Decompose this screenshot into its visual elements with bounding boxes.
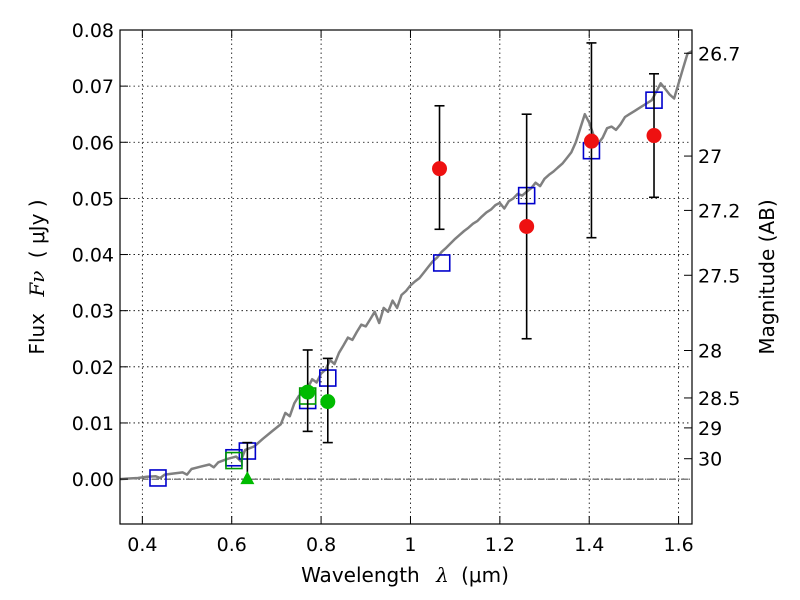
photometry-point <box>300 384 316 400</box>
y-tick-label: 0.00 <box>72 469 114 491</box>
x-axis-unit: (μm) <box>461 563 509 587</box>
photometry-point <box>432 161 448 177</box>
model-box <box>225 451 243 470</box>
y-tick-label: 0.02 <box>72 357 114 379</box>
x-axis-label: Wavelength <box>301 563 420 587</box>
plot-frame <box>119 29 693 525</box>
y-tick-label: 0.05 <box>72 188 114 210</box>
x-tick-label: 0.4 <box>127 534 157 556</box>
x-tick-label: 0.8 <box>306 534 336 556</box>
mag-tick-label: 28.5 <box>698 388 740 410</box>
y-axis-symbol: Fν <box>25 271 49 298</box>
mag-tick-label: 27 <box>698 146 722 168</box>
grid <box>120 29 692 524</box>
photometry-point <box>646 128 662 144</box>
mag-tick-label: 26.7 <box>698 43 740 65</box>
y-tick-label: 0.07 <box>72 76 114 98</box>
x-tick-label: 1.4 <box>574 534 604 556</box>
mag-tick-label: 30 <box>698 449 722 471</box>
y-axis-label: Flux <box>25 313 49 355</box>
y-tick-label: 0.04 <box>72 245 114 267</box>
photometry-point-layer <box>240 128 662 485</box>
errorbar-layer <box>242 42 660 480</box>
template-spectrum-layer <box>119 50 693 481</box>
magnitude-ticks: 26.7 27 27.2 27.5 28 28.5 29 30 <box>684 43 740 471</box>
y-ticks: 0.00 0.01 0.02 0.03 0.04 0.05 0.06 0.07 0.08 <box>72 20 128 491</box>
y-tick-label: 0.06 <box>72 132 114 154</box>
x-axis-title: Wavelength λ (μm) <box>301 563 509 587</box>
mag-tick-label: 27.2 <box>698 200 740 222</box>
y-tick-label: 0.03 <box>72 301 114 323</box>
mag-tick-label: 29 <box>698 418 722 440</box>
y-axis-unit: ( μJy ) <box>25 199 49 258</box>
model-box <box>149 469 167 487</box>
upper-limit-triangle <box>240 471 255 485</box>
y-axis-title: Flux Fν ( μJy ) <box>25 199 49 354</box>
x-tick-label: 0.6 <box>217 534 247 556</box>
x-axis-symbol: λ <box>435 563 449 587</box>
photometry-point <box>583 133 599 149</box>
magnitude-axis-title: Magnitude (AB) <box>755 199 779 354</box>
x-ticks: 0.4 0.6 0.8 1 1.2 1.4 1.6 <box>127 30 694 556</box>
model-box <box>432 254 451 272</box>
mag-tick-label: 27.5 <box>698 265 740 287</box>
photometry-point <box>320 394 336 410</box>
template-spectrum-line <box>119 50 693 481</box>
x-tick-label: 1.2 <box>485 534 515 556</box>
x-tick-label: 1.6 <box>663 534 693 556</box>
x-tick-label: 1 <box>404 534 416 556</box>
photometry-point <box>519 218 535 234</box>
y-tick-label: 0.08 <box>72 20 114 42</box>
y-tick-label: 0.01 <box>72 413 114 435</box>
mag-tick-label: 28 <box>698 340 722 362</box>
